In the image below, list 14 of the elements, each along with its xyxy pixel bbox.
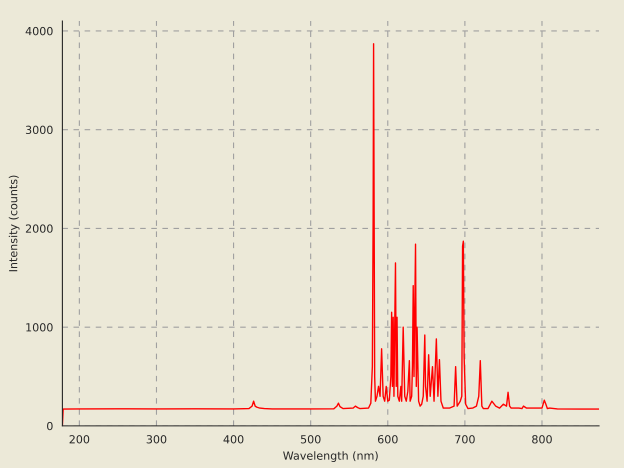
x-tick-label: 400 bbox=[224, 435, 244, 444]
x-tick-label: 300 bbox=[146, 435, 166, 444]
y-tick-label: 4000 bbox=[26, 26, 53, 36]
x-tick-label: 200 bbox=[70, 435, 90, 444]
y-tick-label: 3000 bbox=[26, 126, 53, 134]
y-tick-label: 0 bbox=[47, 422, 53, 430]
x-tick-label: 800 bbox=[532, 435, 552, 444]
x-tick-label: 700 bbox=[455, 435, 475, 444]
x-tick-label: 500 bbox=[300, 435, 321, 444]
y-axis-title: Intensity (counts) bbox=[8, 176, 20, 272]
x-tick-label: 600 bbox=[378, 435, 398, 444]
x-axis-title: Wavelength (nm) bbox=[283, 451, 378, 462]
y-tick-label: 2000 bbox=[26, 224, 53, 233]
y-tick-label: 1000 bbox=[26, 323, 53, 332]
